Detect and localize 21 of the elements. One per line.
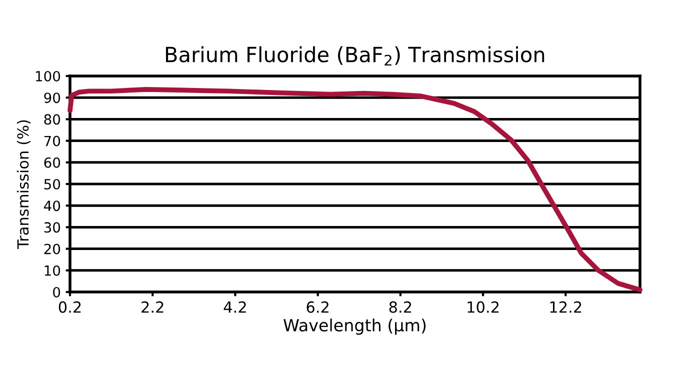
y-tick-label: 30 — [44, 222, 60, 233]
y-tick-label: 60 — [44, 157, 60, 168]
x-axis-title: Wavelength (µm) — [284, 318, 426, 335]
x-tick-label: 0.2 — [58, 301, 81, 313]
y-tick-label: 20 — [44, 244, 60, 254]
x-tick-label: 10.2 — [468, 301, 499, 313]
x-tick-label: 12.2 — [550, 301, 582, 313]
y-tick-label: 0 — [53, 286, 60, 298]
y-tick-label: 90 — [44, 92, 60, 104]
chart-title: Barium Fluoride (BaF$_{2}$) Transmission — [166, 46, 544, 66]
y-tick-label: 10 — [44, 265, 60, 276]
y-tick-label: 70 — [44, 136, 60, 146]
x-tick-label: 8.2 — [389, 301, 412, 313]
y-tick-label: 50 — [44, 178, 60, 190]
x-tick-label: 4.2 — [224, 301, 246, 313]
y-tick-label: 80 — [44, 114, 60, 125]
x-tick-label: 2.2 — [142, 301, 164, 313]
x-tick-label: 6.2 — [306, 301, 328, 313]
y-tick-label: 40 — [44, 200, 60, 212]
y-tick-label: 100 — [36, 70, 60, 82]
y-axis-title: Transmission (%) — [16, 120, 31, 250]
